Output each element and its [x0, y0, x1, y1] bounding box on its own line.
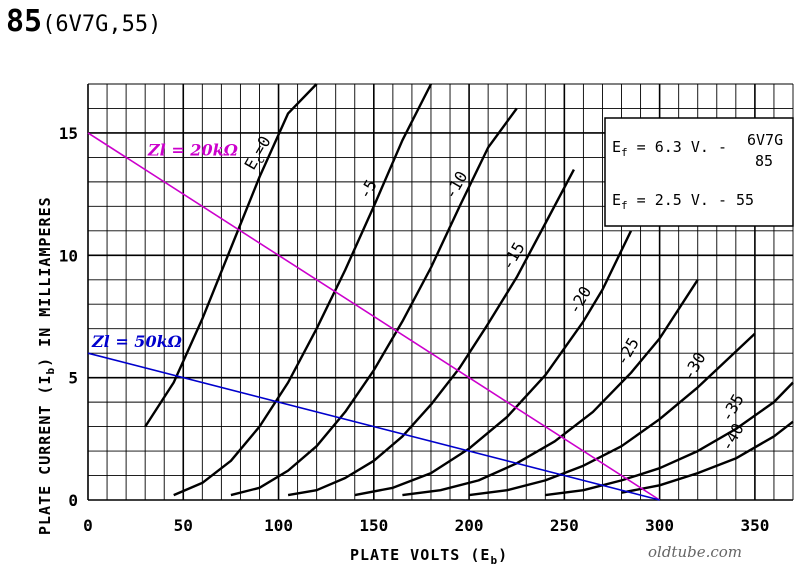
legend-tube-a: 6V7G [747, 131, 783, 149]
legend-tube-b: 85 [755, 152, 773, 170]
x-tick-label: 50 [174, 516, 193, 535]
x-tick-label: 100 [264, 516, 293, 535]
y-tick-label: 5 [68, 369, 78, 388]
curve--20 [354, 230, 633, 497]
x-tick-label: 150 [359, 516, 388, 535]
curve--35 [545, 381, 794, 497]
y-axis-label: PLATE CURRENT (Ib) IN MILLIAMPERES [36, 196, 57, 535]
x-tick-label: 0 [83, 516, 93, 535]
x-axis-label: PLATE VOLTS (Eb) [350, 546, 508, 567]
chart-title: 85(6V7G,55) [6, 4, 161, 39]
x-tick-label: 350 [740, 516, 769, 535]
curve--30 [468, 332, 756, 497]
curve-Ec=0 [144, 83, 318, 428]
curve-label: -10 [441, 168, 472, 203]
curve-label: -15 [498, 239, 529, 274]
axis-ticks: 0 50 100 150 200 250 300 350 0 5 10 15 [59, 124, 770, 535]
x-tick-label: 300 [645, 516, 674, 535]
plate-curves [144, 83, 794, 497]
legend-line-1: Ef = 6.3 V. - [612, 138, 727, 159]
curve-label: Ec=0 [240, 133, 277, 175]
tube-name: 85 [6, 4, 43, 39]
curve--10 [230, 107, 518, 497]
load-line [87, 132, 661, 501]
x-tick-label: 250 [550, 516, 579, 535]
curve-label: -35 [717, 391, 748, 426]
tube-equivalents: (6V7G,55) [42, 12, 162, 37]
load-line-label: Zl = 50kΩ [91, 332, 183, 351]
legend-box: Ef = 6.3 V. - 6V7G 85 Ef = 2.5 V. - 55 [604, 117, 794, 227]
load-line [87, 352, 660, 501]
watermark: oldtube.com [648, 543, 743, 561]
y-tick-label: 0 [68, 491, 78, 510]
load-line-label: Zl = 20kΩ [147, 140, 239, 159]
curve--5 [173, 83, 433, 497]
load-line-labels: Zl = 20kΩ Zl = 50kΩ [91, 140, 239, 351]
y-tick-label: 10 [59, 246, 78, 265]
x-tick-label: 200 [455, 516, 484, 535]
curve--40 [621, 420, 794, 494]
curve--15 [287, 169, 575, 497]
curve-label: -20 [564, 283, 595, 318]
y-tick-label: 15 [59, 124, 78, 143]
load-lines [87, 132, 661, 501]
curve--25 [402, 279, 699, 497]
legend-line-2: Ef = 2.5 V. - 55 [612, 191, 754, 212]
